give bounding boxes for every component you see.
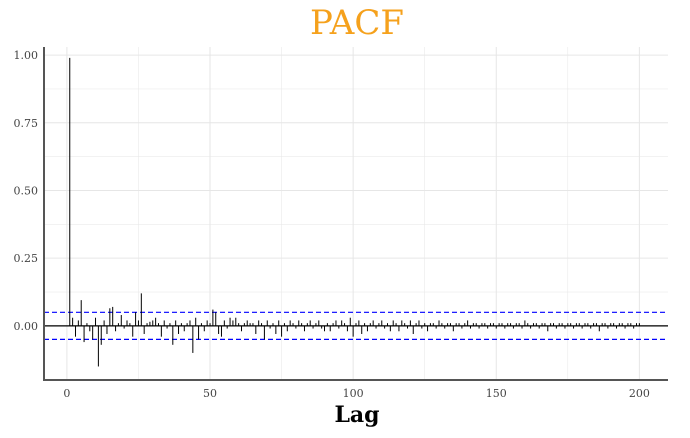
x-tick-labels: 0 50 100 150 200 bbox=[63, 387, 649, 400]
x-tick-label: 100 bbox=[343, 387, 364, 400]
chart-title: PACF bbox=[310, 3, 404, 43]
y-tick-label: 0.75 bbox=[14, 117, 39, 130]
y-tick-label: 0.00 bbox=[14, 320, 39, 333]
x-tick-label: 200 bbox=[629, 387, 650, 400]
x-axis-label: Lag bbox=[334, 402, 379, 428]
y-tick-labels: 0.00 0.25 0.50 0.75 1.00 bbox=[14, 49, 39, 333]
grid-lines bbox=[44, 47, 668, 380]
axes bbox=[43, 47, 668, 381]
x-tick-label: 0 bbox=[63, 387, 70, 400]
y-tick-label: 1.00 bbox=[14, 49, 39, 62]
x-tick-label: 50 bbox=[203, 387, 217, 400]
y-tick-label: 0.25 bbox=[14, 252, 39, 265]
x-tick-label: 150 bbox=[486, 387, 507, 400]
y-tick-label: 0.50 bbox=[14, 184, 39, 197]
confidence-bounds bbox=[44, 311, 668, 340]
pacf-bars bbox=[69, 57, 640, 367]
